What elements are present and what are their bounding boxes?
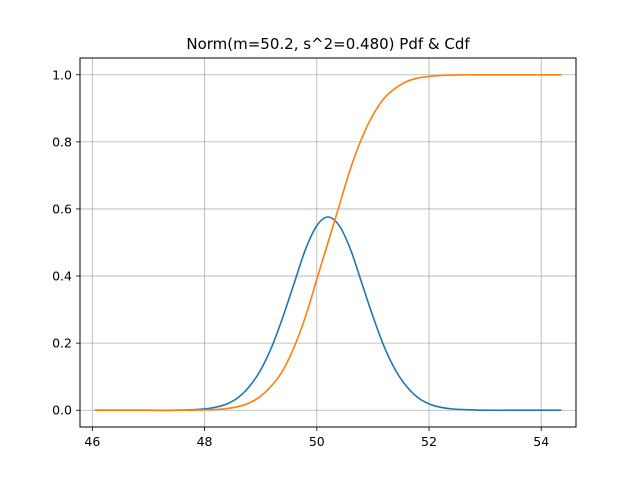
pdf-series-line: [94, 216, 562, 412]
x-tick-label: 46: [84, 434, 100, 449]
x-tick-label: 48: [197, 434, 213, 449]
y-tick-label: 0.4: [52, 269, 72, 284]
axis-ticks: 46 48 50 52 54 0.0 0.2 0.4 0.6 0.8 1.0: [52, 67, 549, 449]
plot-frame: [79, 57, 577, 428]
x-tick-label: 50: [309, 434, 325, 449]
y-tick-label: 0.8: [52, 134, 72, 149]
y-tick-label: 1.0: [52, 67, 72, 82]
y-tick-label: 0.6: [52, 201, 72, 216]
x-tick-label: 54: [533, 434, 549, 449]
y-tick-label: 0.0: [52, 403, 72, 418]
x-tick-label: 52: [421, 434, 437, 449]
cdf-series-line: [94, 73, 562, 412]
chart-title: Norm(m=50.2, s^2=0.480) Pdf & Cdf: [186, 35, 470, 53]
y-tick-label: 0.2: [52, 336, 72, 351]
plot-lines: [94, 73, 562, 412]
